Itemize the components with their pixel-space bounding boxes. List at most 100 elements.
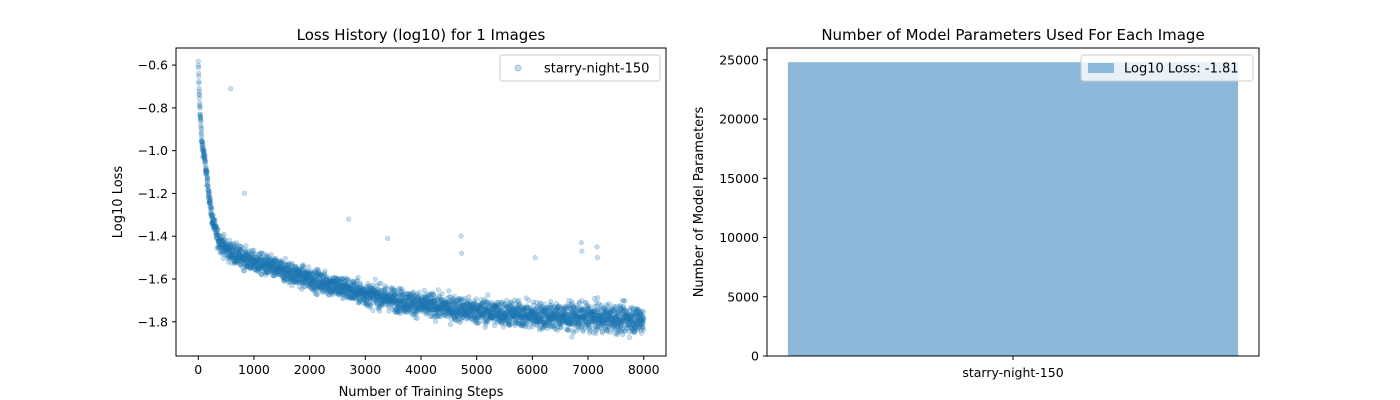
scatter-point [210, 223, 216, 230]
x-tick-label: starry-night-150 [962, 365, 1063, 380]
scatter-point [198, 122, 204, 128]
scatter-point [218, 237, 224, 243]
scatter-point [198, 116, 204, 122]
y-axis-ticks: 0 5000 10000 15000 20000 25000 [719, 52, 767, 364]
scatter-point [233, 254, 239, 261]
x-tick-label: 5000 [461, 362, 493, 377]
scatter-point [232, 251, 238, 257]
scatter-point [200, 150, 207, 157]
scatter-point [207, 194, 213, 200]
scatter-point [208, 212, 214, 218]
scatter-point [225, 246, 231, 252]
scatter-point [204, 168, 210, 174]
bars [787, 62, 1239, 356]
scatter-point [218, 250, 224, 256]
scatter-point [197, 112, 203, 118]
scatter-point [622, 298, 628, 304]
scatter-point [211, 224, 217, 230]
scatter-point [224, 248, 230, 254]
scatter-point [217, 243, 223, 249]
scatter-point [200, 144, 206, 150]
scatter-point [234, 240, 240, 246]
x-tick-label: 2000 [294, 362, 326, 377]
scatter-point [222, 241, 228, 247]
scatter-point [219, 233, 225, 239]
scatter-point [526, 297, 532, 303]
scatter-point [211, 223, 217, 229]
scatter-point [213, 232, 219, 238]
scatter-point [210, 221, 216, 227]
scatter-point [228, 241, 234, 247]
scatter-point [204, 177, 210, 183]
scatter-point [199, 134, 205, 140]
scatter-point [230, 251, 236, 258]
scatter-point [218, 242, 224, 248]
scatter-point [214, 235, 220, 241]
scatter-point [210, 220, 216, 226]
scatter-point [209, 219, 215, 225]
scatter-point [201, 155, 207, 161]
scatter-point [230, 240, 237, 247]
scatter-point [195, 58, 201, 64]
scatter-point [206, 200, 212, 206]
scatter-point [626, 334, 633, 341]
scatter-point [226, 255, 232, 261]
scatter-point [217, 239, 223, 245]
x-tick-label: 1000 [238, 362, 270, 377]
scatter-point [204, 179, 211, 185]
scatter-point [212, 224, 218, 230]
scatter-point [204, 170, 210, 176]
scatter-point [640, 309, 647, 315]
scatter-point [221, 241, 227, 247]
y-tick-label: −1.0 [138, 143, 168, 158]
scatter-point [226, 246, 232, 252]
scatter-point [203, 171, 209, 177]
scatter-point [222, 248, 228, 254]
scatter-point [199, 139, 205, 145]
scatter-point [207, 200, 213, 206]
scatter-point [231, 257, 237, 264]
x-tick-label: 7000 [572, 362, 604, 377]
scatter-point [219, 250, 225, 256]
scatter-point [220, 237, 226, 243]
scatter-point [210, 221, 216, 227]
y-tick-label: −1.4 [138, 229, 168, 244]
scatter-point [202, 153, 208, 159]
scatter-point [213, 234, 219, 241]
scatter-point [220, 255, 226, 262]
scatter-point [241, 190, 248, 196]
scatter-point [197, 104, 203, 110]
scatter-point [229, 241, 235, 247]
scatter-point [204, 175, 210, 181]
scatter-point [232, 258, 238, 265]
scatter-point [226, 253, 232, 259]
scatter-point [224, 242, 231, 248]
scatter-point [213, 223, 219, 229]
scatter-point [228, 254, 234, 260]
scatter-point [230, 253, 236, 259]
scatter-point [206, 188, 212, 194]
scatter-point [416, 289, 422, 296]
scatter-point [227, 253, 233, 259]
legend-label: starry-night-150 [544, 62, 649, 77]
scatter-point [221, 231, 227, 237]
scatter-point [220, 238, 226, 244]
y-tick-label: 5000 [727, 289, 759, 304]
scatter-point [446, 288, 452, 294]
scatter-point [198, 124, 204, 130]
scatter-point [224, 242, 230, 248]
scatter-point [230, 252, 236, 258]
scatter-point [219, 248, 225, 254]
scatter-point [206, 194, 212, 201]
scatter-point [346, 216, 352, 222]
scatter-point [224, 244, 230, 250]
scatter-point [224, 247, 230, 253]
scatter-point [232, 255, 238, 262]
scatter-point [476, 319, 482, 325]
scatter-point [233, 247, 239, 253]
scatter-point [196, 88, 202, 94]
scatter-point [233, 247, 240, 253]
scatter-point [207, 196, 213, 202]
scatter-point [414, 315, 420, 322]
y-tick-label: 10000 [719, 230, 759, 245]
